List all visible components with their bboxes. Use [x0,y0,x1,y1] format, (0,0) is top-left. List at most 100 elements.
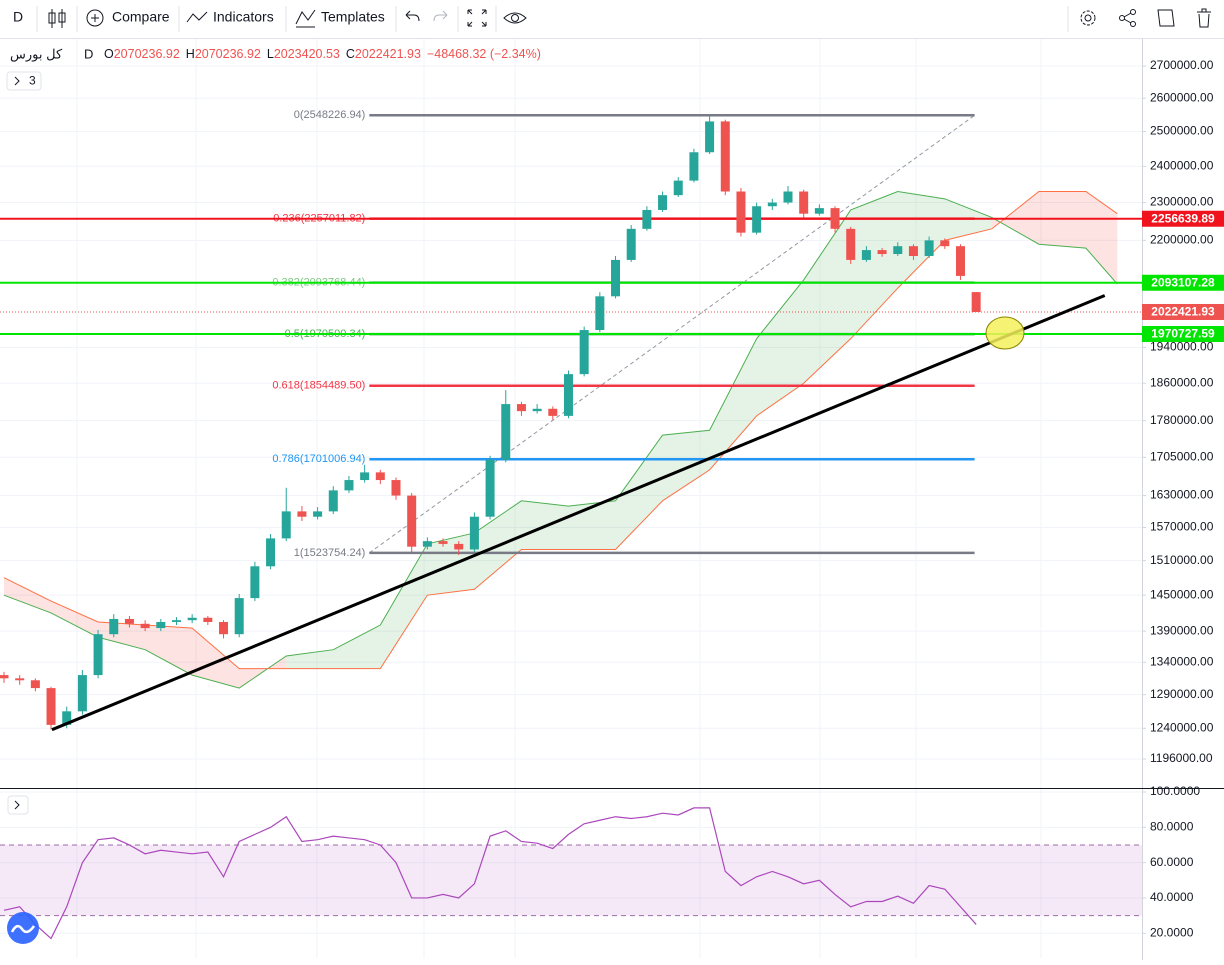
y-tick-label: 1340000.00 [1150,654,1214,668]
price-label-bg [1142,274,1224,291]
candle-body [736,191,746,233]
pane-toggle[interactable] [7,795,29,815]
candle-body [626,228,636,260]
indicators-button[interactable]: Indicators [186,9,274,25]
settings-button[interactable] [1080,10,1096,26]
candle-body [140,623,150,629]
delete-button[interactable] [1197,8,1211,28]
cloud-segment [850,191,898,339]
candle-body [940,240,950,247]
cloud-segment [333,625,381,669]
candle-body [705,121,715,153]
candle-body [799,191,809,214]
chevron-icon [14,800,20,810]
templates-label[interactable]: Templates [321,9,385,25]
interval-button[interactable]: D [13,9,23,25]
y-tick-label: 2600000.00 [1150,90,1214,104]
cloud-segment [803,209,851,384]
candle-body [532,408,542,412]
ohlc-key: L [267,47,274,61]
undo-button[interactable] [405,10,420,22]
chart-type-button[interactable] [48,9,66,28]
compare-label[interactable]: Compare [112,9,170,25]
ohlc-value: 2022421.93 [355,47,421,61]
fullscreen-button[interactable] [467,9,487,27]
candle-body [297,511,307,517]
candle-body [344,480,354,491]
cloud-segment [51,601,99,638]
cloud-segment [145,625,193,676]
y-tick-label: 1196000.00 [1150,751,1213,765]
y-tick-label: 1630000.00 [1150,488,1214,502]
cloud-segment [662,430,710,501]
candle-body [454,543,464,550]
snapshot-button[interactable] [1157,9,1175,27]
price-label-bg [1142,210,1224,227]
y-tick-label: 1705000.00 [1150,449,1214,463]
candle-body [830,208,840,229]
candle-body [611,259,621,297]
cloud-segment [1085,191,1118,285]
toolbar: D Compare Indicators Templates [0,0,1224,39]
legend: کل بورس D O2070236.92 H2070236.92 L2023420… [6,46,541,91]
cloud-segment [897,191,945,289]
candle-body [250,566,260,599]
trend-line [51,294,1106,732]
candle-body [171,620,181,622]
candle-body [93,634,103,676]
fib-label: 0.618(1854489.50) [272,380,365,392]
templates-button[interactable]: Templates [295,9,385,28]
candle-body [375,472,385,481]
tradingview-logo [7,912,39,944]
candle-body [767,202,777,207]
y-tick-label: 1390000.00 [1150,623,1214,637]
ohlc-key: O [104,47,114,61]
candle-body [0,675,9,679]
share-button[interactable] [1119,9,1136,27]
fib-label: 0(2548226.94) [294,109,366,121]
price-label-bg [1142,326,1224,343]
candle-body [658,195,668,210]
candle-body [438,541,448,544]
rsi-pane [0,807,1142,940]
candle-body [548,408,558,416]
y-tick-label: 1780000.00 [1150,413,1214,427]
price-label: 2022421.93 [1151,305,1215,319]
candle-body [156,621,166,629]
toolbar-bg [0,0,1224,38]
y-tick-label: 100.0000 [1150,784,1200,798]
cloud-segment [1038,191,1086,249]
price-label: 1970727.59 [1151,327,1215,341]
indicators-label[interactable]: Indicators [213,9,274,25]
cloud-segment [709,338,757,470]
candle-body [783,191,793,203]
candle-body [673,180,683,196]
y-tick-label: 2700000.00 [1150,58,1214,72]
indicators-toggle[interactable] [6,71,42,91]
redo-button[interactable] [433,10,448,22]
cloud-line [3,190,1118,689]
y-tick-label: 1290000.00 [1150,687,1214,701]
candle-body [313,511,323,517]
y-tick-label: 1940000.00 [1150,340,1214,354]
candle-body [407,495,417,547]
cloud-segment [4,577,52,613]
visibility-button[interactable] [503,12,527,24]
price-label: 2093107.28 [1151,275,1215,289]
y-tick-label: 1510000.00 [1150,553,1214,567]
candle-body [360,472,370,481]
y-tick-label: 60.0000 [1150,855,1194,869]
candle-body [877,250,887,255]
candle-body [814,208,824,214]
ohlc-value: 2070236.92 [114,47,180,61]
cloud-segment [380,543,428,669]
ohlc-value: 2070236.92 [195,47,261,61]
candle-body [234,598,244,635]
compare-button[interactable]: Compare [86,9,170,27]
y-tick-label: 2400000.00 [1150,158,1214,172]
candle-body [861,250,871,260]
candle-body [846,228,856,260]
candle-body [955,246,965,276]
